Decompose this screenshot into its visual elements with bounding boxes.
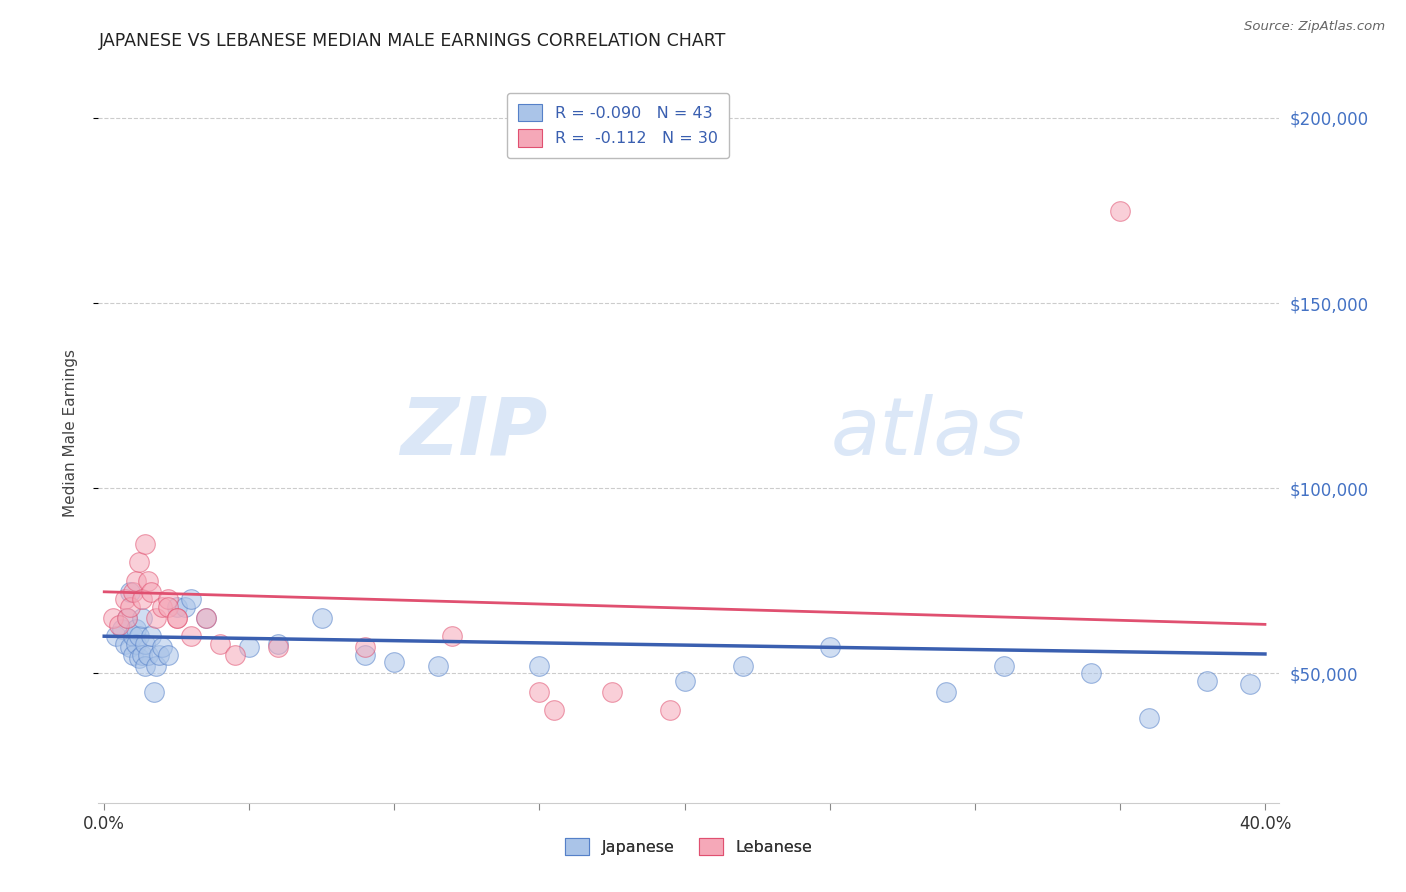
Text: atlas: atlas bbox=[831, 393, 1025, 472]
Point bbox=[600, 685, 623, 699]
Point bbox=[120, 599, 142, 614]
Point bbox=[131, 592, 153, 607]
Point bbox=[1137, 711, 1160, 725]
Point bbox=[131, 648, 153, 662]
Point bbox=[224, 648, 246, 662]
Point bbox=[157, 599, 180, 614]
Point bbox=[818, 640, 841, 655]
Point bbox=[267, 640, 290, 655]
Point bbox=[136, 574, 159, 588]
Point bbox=[238, 640, 260, 655]
Point bbox=[529, 658, 551, 673]
Point bbox=[166, 610, 188, 624]
Point bbox=[166, 599, 188, 614]
Point bbox=[150, 640, 173, 655]
Point bbox=[131, 610, 153, 624]
Point bbox=[128, 629, 150, 643]
Point bbox=[122, 648, 145, 662]
Y-axis label: Median Male Earnings: Median Male Earnings bbox=[63, 349, 77, 516]
Point bbox=[993, 658, 1015, 673]
Point bbox=[128, 555, 150, 569]
Point bbox=[354, 640, 377, 655]
Point bbox=[935, 685, 957, 699]
Point bbox=[1080, 666, 1102, 681]
Point bbox=[1108, 203, 1130, 218]
Point bbox=[111, 622, 134, 636]
Point bbox=[209, 637, 232, 651]
Point bbox=[128, 651, 150, 665]
Point bbox=[142, 685, 165, 699]
Point bbox=[180, 629, 202, 643]
Point bbox=[673, 673, 696, 688]
Legend: Japanese, Lebanese: Japanese, Lebanese bbox=[560, 831, 818, 862]
Point bbox=[354, 648, 377, 662]
Point bbox=[194, 610, 217, 624]
Point bbox=[134, 536, 156, 550]
Point bbox=[543, 703, 565, 717]
Point bbox=[194, 610, 217, 624]
Point bbox=[311, 610, 333, 624]
Point bbox=[157, 592, 180, 607]
Point bbox=[731, 658, 754, 673]
Text: Source: ZipAtlas.com: Source: ZipAtlas.com bbox=[1244, 20, 1385, 33]
Point bbox=[1239, 677, 1261, 691]
Point bbox=[114, 592, 136, 607]
Point bbox=[101, 610, 124, 624]
Text: JAPANESE VS LEBANESE MEDIAN MALE EARNINGS CORRELATION CHART: JAPANESE VS LEBANESE MEDIAN MALE EARNING… bbox=[98, 32, 725, 50]
Point bbox=[426, 658, 449, 673]
Point bbox=[529, 685, 551, 699]
Point bbox=[122, 584, 145, 599]
Point bbox=[166, 610, 188, 624]
Point bbox=[139, 584, 162, 599]
Point bbox=[174, 599, 197, 614]
Point bbox=[150, 599, 173, 614]
Point bbox=[139, 629, 162, 643]
Point bbox=[122, 629, 145, 643]
Point bbox=[134, 658, 156, 673]
Point bbox=[659, 703, 682, 717]
Point bbox=[107, 618, 129, 632]
Point bbox=[441, 629, 464, 643]
Point bbox=[384, 655, 406, 669]
Point bbox=[148, 648, 170, 662]
Point bbox=[145, 610, 167, 624]
Point bbox=[125, 622, 148, 636]
Point bbox=[120, 584, 142, 599]
Point bbox=[114, 637, 136, 651]
Point bbox=[136, 648, 159, 662]
Point bbox=[125, 637, 148, 651]
Point bbox=[157, 648, 180, 662]
Point bbox=[104, 629, 127, 643]
Point bbox=[117, 610, 139, 624]
Point bbox=[125, 574, 148, 588]
Point bbox=[120, 640, 142, 655]
Point bbox=[267, 637, 290, 651]
Point bbox=[117, 610, 139, 624]
Point bbox=[134, 637, 156, 651]
Text: ZIP: ZIP bbox=[399, 393, 547, 472]
Point bbox=[145, 658, 167, 673]
Point bbox=[1195, 673, 1218, 688]
Point bbox=[180, 592, 202, 607]
